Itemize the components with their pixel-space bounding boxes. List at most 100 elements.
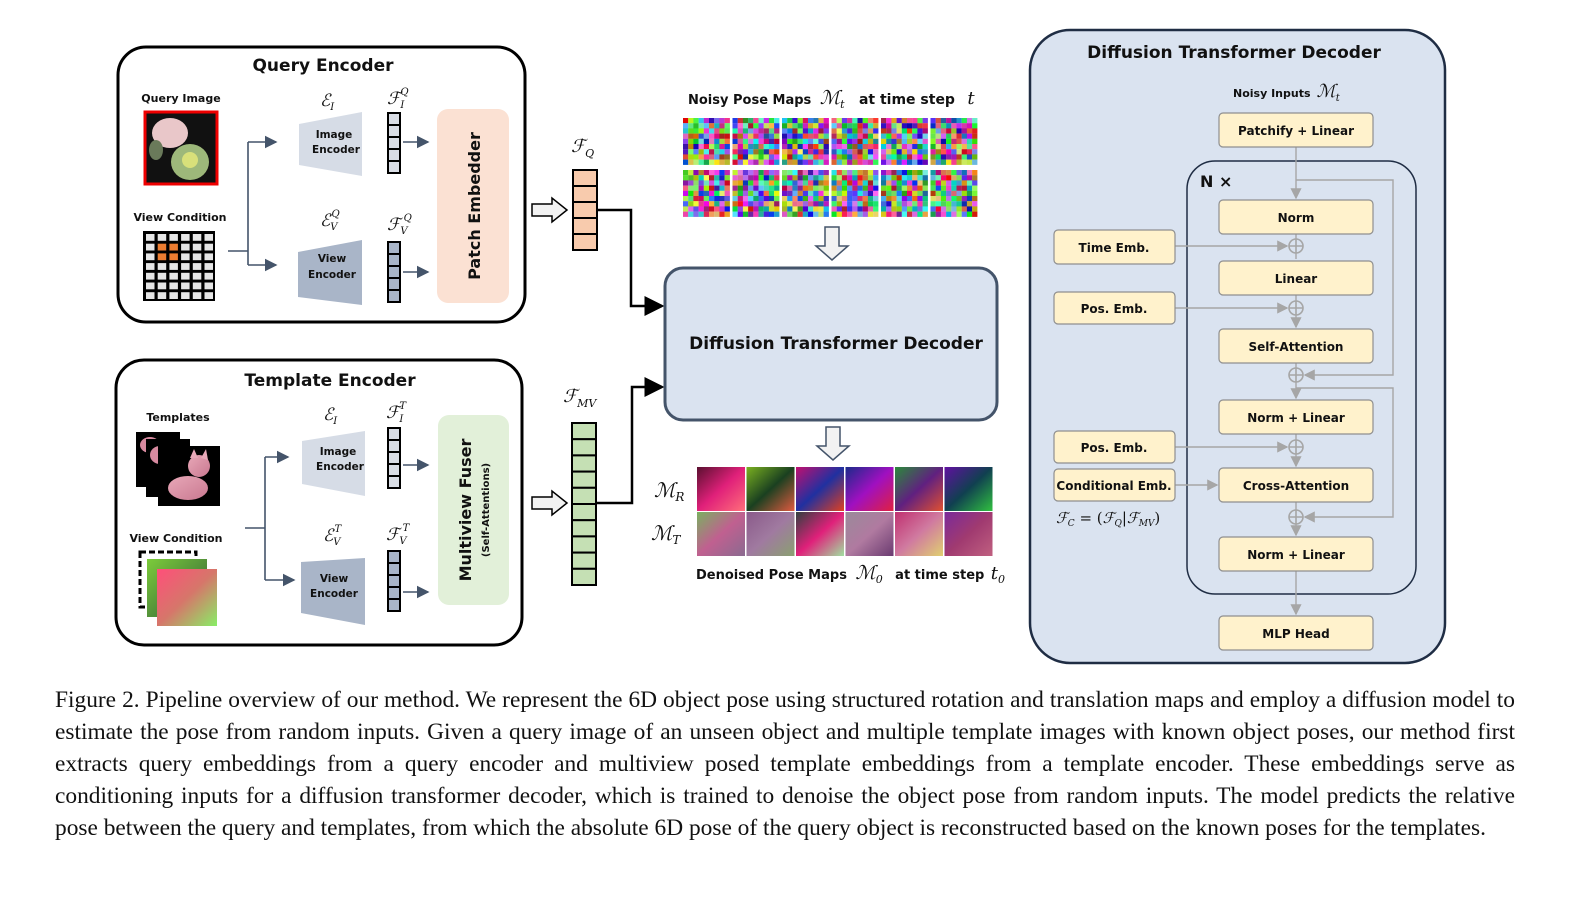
noise-pixel <box>912 170 918 176</box>
noise-pixel <box>847 175 853 181</box>
noise-pixel <box>763 138 769 145</box>
noise-pixel <box>930 196 936 202</box>
noise-pixel <box>742 138 749 145</box>
noise-pixel <box>836 206 842 212</box>
input-label: Pos. Emb. <box>1081 441 1148 455</box>
noise-pixel <box>881 133 887 139</box>
image-feature-column <box>387 112 401 174</box>
noise-pixel <box>966 144 973 150</box>
noise-pixel <box>703 180 710 186</box>
hollow-arrow-icon <box>531 196 569 224</box>
noise-pixel <box>823 211 829 217</box>
noise-pixel <box>758 159 764 165</box>
noise-pixel <box>763 159 769 165</box>
noise-pixel <box>737 211 743 217</box>
noise-pixel <box>703 133 710 139</box>
noise-pixel <box>896 206 902 212</box>
noise-pixel <box>891 128 897 134</box>
add-icon <box>1288 439 1304 455</box>
noise-pixel <box>951 201 957 207</box>
noise-pixel <box>714 196 720 202</box>
noise-pixel <box>808 206 814 212</box>
noise-pixel <box>857 185 863 191</box>
noise-pixel <box>748 190 754 197</box>
noise-pixel <box>802 123 809 129</box>
noise-pixel <box>831 149 837 155</box>
noise-pixel <box>742 211 749 217</box>
noise-pixel <box>940 180 947 186</box>
grid-cell <box>204 263 213 270</box>
grid-cell <box>192 263 202 270</box>
noise-pixel <box>724 154 730 160</box>
noise-pixel <box>782 185 788 191</box>
noise-pixel <box>966 159 973 165</box>
noise-pixel <box>774 170 780 176</box>
noise-pixel <box>698 144 704 150</box>
noise-pixel <box>763 118 769 124</box>
noise-pixel <box>714 138 720 145</box>
feature-cell <box>387 265 401 279</box>
noise-pixel <box>808 149 814 155</box>
noise-pixel <box>972 154 978 160</box>
noise-pixel <box>896 154 902 160</box>
noise-pixel <box>709 144 715 150</box>
noise-pixel <box>940 159 947 165</box>
noise-pixel <box>748 118 754 124</box>
noise-pixel <box>956 201 962 207</box>
noise-pixel <box>683 196 689 202</box>
noise-pixel <box>867 190 874 197</box>
noise-pixel <box>802 170 809 176</box>
noise-pixel <box>896 128 902 134</box>
noise-pixel <box>732 175 738 181</box>
noise-pixel <box>891 196 897 202</box>
noise-pixel <box>836 196 842 202</box>
noise-pixel <box>683 154 689 160</box>
noise-pixel <box>818 144 824 150</box>
noise-pixel <box>961 123 967 129</box>
grid-cell <box>169 234 178 241</box>
noise-pixel <box>698 211 704 217</box>
noise-pixel <box>972 159 978 165</box>
noise-pixel <box>802 196 809 202</box>
noise-pixel <box>797 201 803 207</box>
noise-pixel <box>873 180 879 186</box>
noise-pixel <box>768 128 775 134</box>
noise-pixel <box>792 190 798 197</box>
add-icon <box>1288 367 1304 383</box>
noise-pixel <box>714 118 720 124</box>
noise-pixel <box>940 196 947 202</box>
noise-pixel <box>748 133 754 139</box>
noise-pixel <box>742 175 749 181</box>
noise-pixel <box>966 185 973 191</box>
noise-pixel <box>688 138 694 145</box>
noise-pixel <box>946 138 952 145</box>
noise-pixel <box>841 128 848 134</box>
noise-pixel <box>802 149 809 155</box>
noise-pixel <box>873 206 879 212</box>
denoised-pose-maps <box>697 467 993 556</box>
noise-pixel <box>940 170 947 176</box>
noise-pixel <box>813 123 819 129</box>
noise-pixel <box>787 190 793 197</box>
template-image-encoder-label: Image Encoder <box>316 446 365 473</box>
noise-pixel <box>841 133 848 139</box>
noise-pixel <box>935 211 941 217</box>
block-self-attention: Self-Attention <box>1218 328 1374 364</box>
noise-pixel <box>961 138 967 145</box>
noise-pixel <box>823 201 829 207</box>
noise-pixel <box>737 123 743 129</box>
template-image-feature-column <box>387 427 401 489</box>
noise-pixel <box>857 149 863 155</box>
noise-pixel <box>972 123 978 129</box>
noise-pixel <box>763 185 769 191</box>
noise-pixel <box>693 211 699 217</box>
noise-pixel <box>774 123 780 129</box>
noise-pixel <box>917 159 923 165</box>
noise-pixel <box>881 211 887 217</box>
noise-pixel <box>891 149 897 155</box>
noise-pixel <box>922 149 928 155</box>
noise-pixel <box>891 144 897 150</box>
noise-pixel <box>961 185 967 191</box>
noise-pixel <box>719 123 725 129</box>
noise-pixel <box>966 196 973 202</box>
